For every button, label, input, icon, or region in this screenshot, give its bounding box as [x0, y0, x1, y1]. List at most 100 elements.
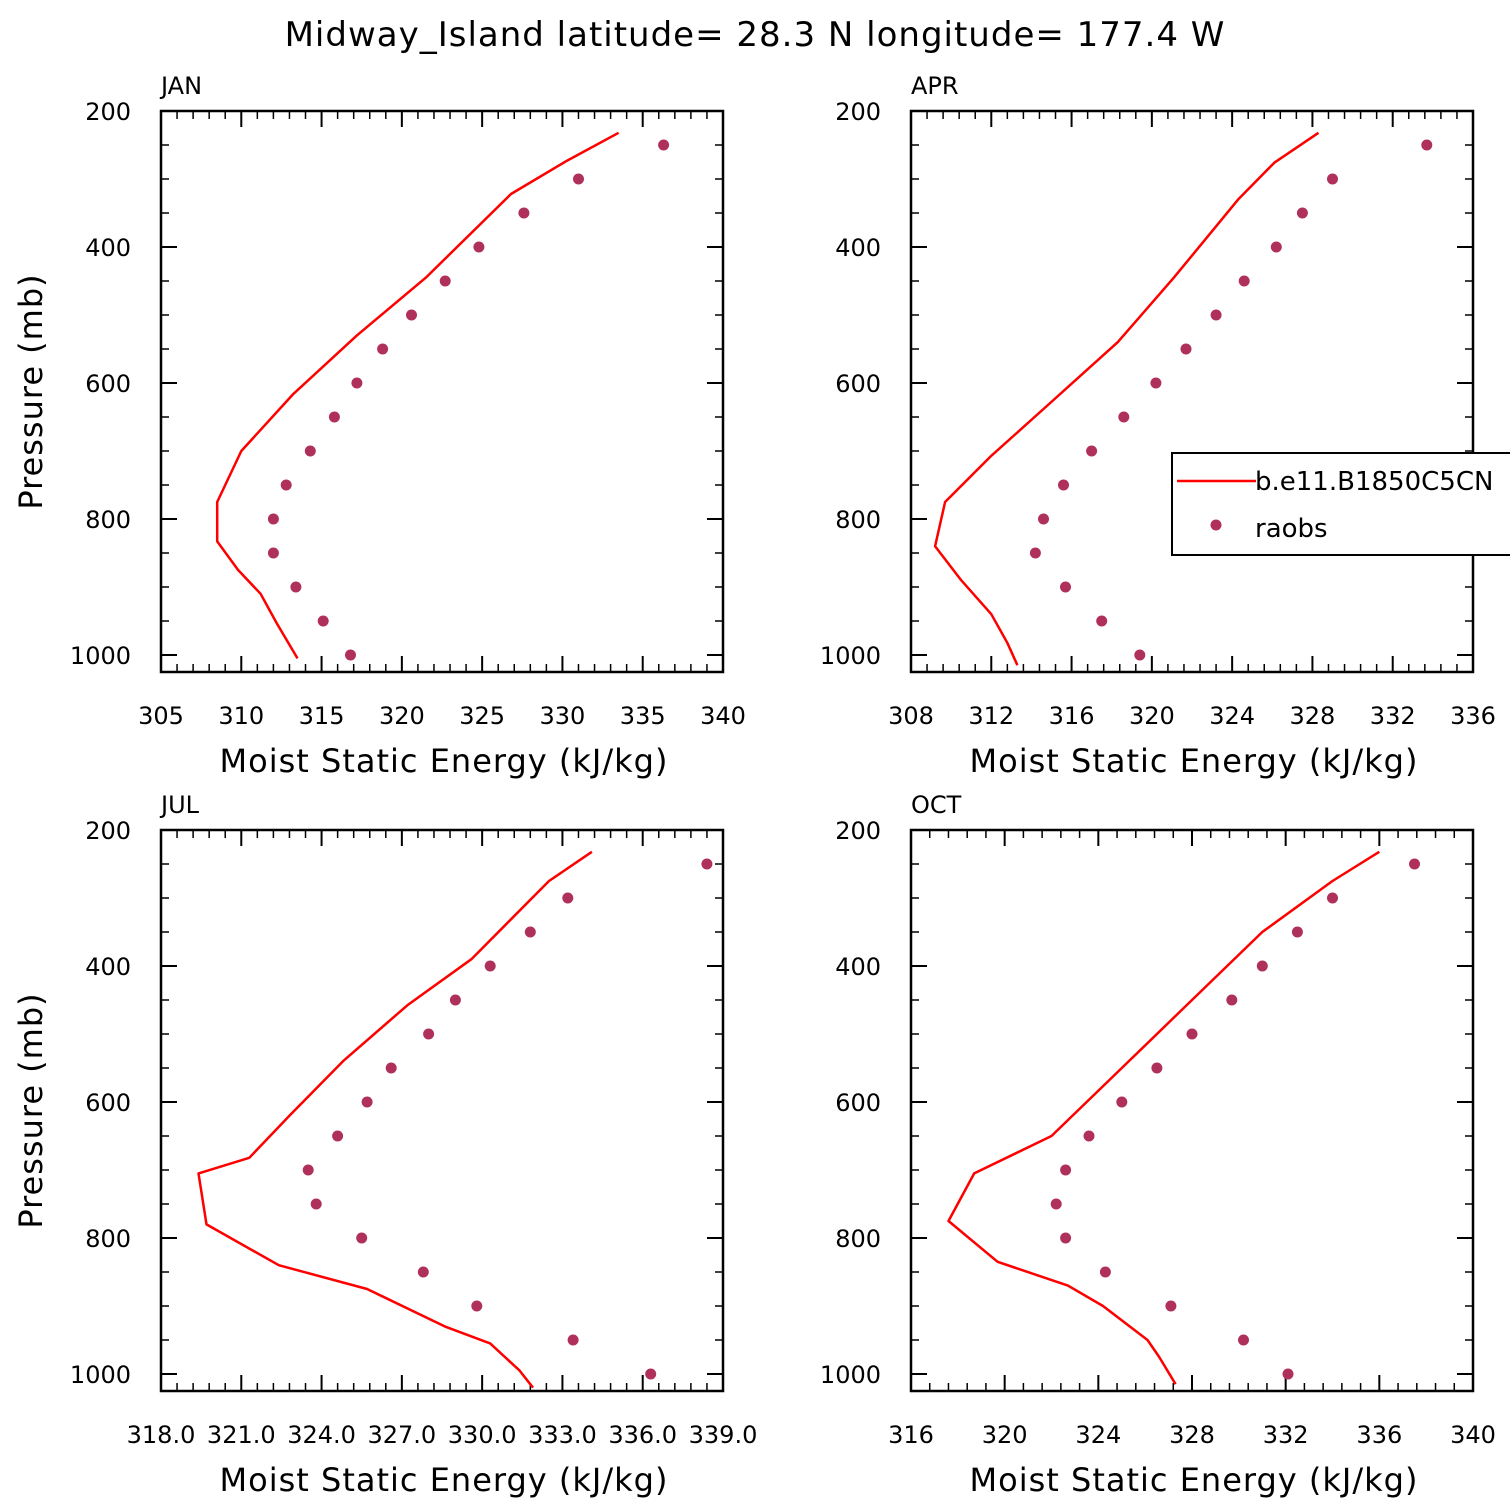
y-tick-label: 400: [835, 234, 881, 262]
x-tick-label: 332: [1263, 1421, 1309, 1449]
x-tick-label: 336: [1450, 702, 1496, 730]
obs-point: [290, 581, 302, 593]
obs-point: [562, 892, 574, 904]
obs-point: [406, 309, 417, 321]
x-tick-label: 320: [379, 702, 425, 730]
x-tick-label: 328: [1290, 702, 1336, 730]
x-axis-title: Moist Static Energy (kJ/kg): [970, 742, 1419, 780]
obs-point: [1058, 479, 1069, 491]
obs-point: [1238, 275, 1250, 287]
y-tick-label: 400: [835, 953, 881, 981]
obs-point: [1134, 649, 1146, 661]
y-tick-label: 800: [835, 1225, 881, 1253]
obs-point: [1060, 1232, 1072, 1244]
obs-point: [1327, 173, 1338, 185]
obs-point: [1421, 139, 1433, 151]
obs-point: [385, 1062, 397, 1074]
model-series-line: [947, 850, 1380, 1385]
x-tick-label: 324: [1075, 1421, 1121, 1449]
x-tick-label: 340: [700, 702, 746, 730]
x-tick-label: 330: [540, 702, 586, 730]
y-tick-label: 600: [835, 1089, 881, 1117]
obs-point: [1116, 1096, 1128, 1108]
x-tick-label: 305: [138, 702, 184, 730]
panel-jul: JUL 318.0 321.0 324.0 327.0 330.0 333.0 336.0 33…: [12, 791, 757, 1499]
x-tick-label: 339.0: [689, 1421, 758, 1449]
panel-apr: APR 308 312 316 320 324 328 332 336 200 400 600 800 1…: [820, 72, 1496, 780]
y-tick-label: 800: [85, 506, 131, 534]
obs-point: [1083, 1130, 1095, 1142]
obs-point: [356, 1232, 368, 1244]
y-tick-label: 200: [835, 817, 881, 845]
obs-point: [1050, 1198, 1062, 1210]
y-axis-title: Pressure (mb): [12, 992, 50, 1228]
obs-point: [449, 994, 461, 1006]
obs-point: [1296, 207, 1308, 219]
panels: JAN 305 310 315 320 325 330 335 340 200 400 600 800 1…: [12, 72, 1510, 1499]
obs-point: [1210, 309, 1222, 321]
obs-point: [345, 649, 356, 661]
legend: b.e11.B1850C5CN raobs: [1171, 452, 1510, 556]
x-tick-label: 336.0: [608, 1421, 677, 1449]
plot-frame: [159, 828, 725, 1393]
y-tick-label: 1000: [70, 1361, 131, 1389]
obs-point: [267, 513, 279, 525]
x-tick-label: 325: [459, 702, 505, 730]
obs-point: [573, 173, 584, 185]
x-tick-label: 330.0: [448, 1421, 517, 1449]
obs-point: [280, 479, 292, 491]
obs-point: [317, 615, 329, 627]
x-tick-label: 308: [888, 702, 934, 730]
plot-frame: [909, 828, 1475, 1393]
obs-point: [1086, 445, 1098, 457]
obs-point: [417, 1266, 429, 1278]
x-axis-title: Moist Static Energy (kJ/kg): [220, 742, 669, 780]
panel-jan: JAN 305 310 315 320 325 330 335 340 200 400 600 800 1…: [12, 72, 746, 780]
obs-point: [1150, 377, 1162, 389]
obs-point: [518, 207, 530, 219]
obs-point: [1151, 1062, 1163, 1074]
model-series-line: [197, 850, 593, 1389]
obs-point: [1226, 994, 1238, 1006]
legend-model-label: b.e11.B1850C5CN: [1255, 467, 1493, 497]
y-tick-label: 400: [85, 953, 131, 981]
obs-point: [267, 547, 279, 559]
panel-label: APR: [911, 72, 959, 100]
y-tick-label: 1000: [820, 1361, 881, 1389]
x-tick-label: 320: [982, 1421, 1028, 1449]
x-tick-label: 332: [1370, 702, 1416, 730]
x-tick-label: 328: [1169, 1421, 1215, 1449]
obs-point: [1282, 1368, 1294, 1380]
obs-point: [1060, 1164, 1072, 1176]
model-series-line: [933, 131, 1320, 666]
obs-point: [1270, 241, 1282, 253]
plot-frame: [159, 109, 725, 674]
y-tick-label: 600: [835, 370, 881, 398]
legend-obs-marker: [1210, 519, 1222, 531]
obs-point: [302, 1164, 314, 1176]
obs-point: [439, 275, 451, 287]
panel-oct: OCT 316 320 324 328 332 336 340 200 400 600 800 1000…: [820, 791, 1496, 1499]
obs-point: [524, 926, 536, 938]
obs-point: [1029, 547, 1041, 559]
panel-label: JAN: [159, 72, 202, 100]
y-tick-label: 200: [835, 98, 881, 126]
obs-point: [304, 445, 316, 457]
y-tick-label: 600: [85, 370, 131, 398]
x-axis-title: Moist Static Energy (kJ/kg): [970, 1461, 1419, 1499]
obs-point: [328, 411, 340, 423]
x-tick-label: 312: [968, 702, 1014, 730]
obs-point: [351, 377, 363, 389]
x-tick-label: 340: [1450, 1421, 1496, 1449]
obs-point: [645, 1368, 657, 1380]
obs-point: [567, 1334, 579, 1346]
legend-box: [1171, 452, 1510, 556]
x-tick-label: 310: [218, 702, 264, 730]
y-tick-label: 800: [85, 1225, 131, 1253]
x-tick-label: 327.0: [367, 1421, 436, 1449]
obs-point: [423, 1028, 435, 1040]
obs-point: [1165, 1300, 1177, 1312]
model-series-line: [215, 131, 620, 660]
x-tick-label: 335: [620, 702, 666, 730]
